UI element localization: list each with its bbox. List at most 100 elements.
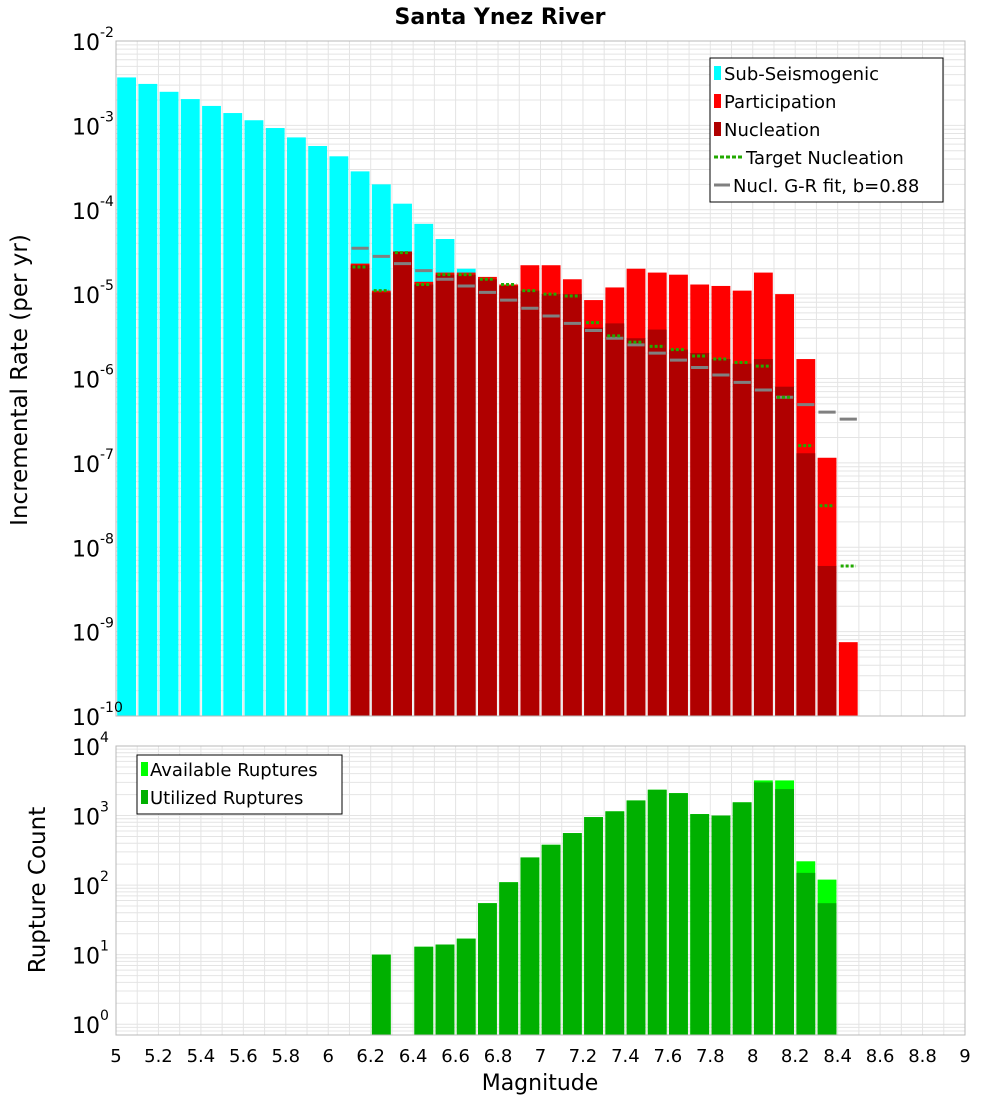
nucleation-bar — [669, 349, 688, 716]
legend-label-utilized: Utilized Ruptures — [150, 788, 303, 809]
sub-seismogenic-bar — [180, 99, 200, 716]
x-tick-label: 5.2 — [144, 1046, 173, 1067]
nucleation-bar — [690, 353, 710, 716]
nucleation-bar — [626, 338, 646, 716]
utilized-ruptures-bar — [753, 782, 773, 1035]
x-tick-label: 9 — [959, 1046, 970, 1067]
sub-seismogenic-bar — [308, 145, 328, 717]
y-tick-exponent: 0 — [100, 1008, 109, 1024]
x-tick-label: 5 — [110, 1046, 121, 1067]
y-tick-exponent: -10 — [100, 700, 123, 716]
bottom-legend-box — [136, 754, 343, 815]
top-bars — [117, 77, 858, 717]
y-tick-label: 10 — [72, 706, 100, 731]
y-tick-label: 10 — [72, 622, 100, 647]
nucleation-bar — [605, 323, 625, 716]
y-tick-exponent: 3 — [100, 800, 109, 816]
utilized-ruptures-bar — [371, 954, 391, 1035]
utilized-ruptures-bar — [690, 814, 710, 1035]
y-tick-label: 10 — [72, 115, 100, 140]
nucleation-bar — [647, 329, 667, 716]
utilized-ruptures-bar — [414, 946, 434, 1035]
utilized-ruptures-bar — [626, 800, 646, 1035]
x-tick-label: 5.4 — [187, 1046, 216, 1067]
utilized-ruptures-bar — [711, 815, 731, 1035]
sub-seismogenic-bar — [223, 113, 243, 716]
y-tick-exponent: -4 — [100, 194, 114, 210]
legend-label-sub-seismogenic: Sub-Seismogenic — [724, 64, 879, 85]
y-tick-label: 10 — [72, 806, 100, 831]
x-tick-label: 6 — [323, 1046, 334, 1067]
nucleation-bar — [562, 294, 582, 716]
utilized-ruptures-bar — [541, 844, 561, 1035]
y-tick-exponent: 2 — [100, 869, 109, 885]
y-tick-exponent: -3 — [100, 109, 114, 125]
utilized-ruptures-bar — [499, 882, 519, 1035]
x-tick-label: 8 — [747, 1046, 758, 1067]
x-ticks: 5 5.2 5.4 5.6 5.8 6 6.2 6.4 6.6 6.8 7 7.2 7.4 7.6 7.8 8… — [110, 1046, 970, 1067]
legend-swatch-available — [141, 762, 148, 776]
nucleation-bar — [393, 251, 412, 716]
utilized-ruptures-bar — [435, 944, 455, 1035]
y-tick-label: 10 — [72, 1014, 100, 1039]
nucleation-bar — [456, 274, 476, 716]
x-tick-label: 8.6 — [866, 1046, 895, 1067]
x-tick-label: 7 — [535, 1046, 546, 1067]
x-tick-label: 6.4 — [399, 1046, 428, 1067]
sub-seismogenic-bar — [159, 91, 179, 716]
x-tick-label: 6.8 — [484, 1046, 513, 1067]
nucleation-bar — [414, 284, 434, 716]
x-tick-label: 6.2 — [356, 1046, 385, 1067]
legend-label-gr-fit: Nucl. G-R fit, b=0.88 — [733, 176, 919, 197]
top-legend-box — [709, 57, 944, 203]
utilized-ruptures-bar — [669, 793, 688, 1035]
x-axis-label: Magnitude — [482, 1071, 599, 1096]
legend-label-available: Available Ruptures — [150, 760, 318, 781]
utilized-ruptures-bar — [562, 833, 582, 1035]
y-tick-label: 10 — [72, 453, 100, 478]
chart-title: Santa Ynez River — [395, 5, 606, 30]
y-tick-label: 10 — [72, 200, 100, 225]
legend-label-participation: Participation — [724, 92, 836, 113]
y-tick-exponent: 1 — [100, 939, 109, 955]
x-tick-label: 8.4 — [823, 1046, 852, 1067]
nucleation-bar — [371, 292, 391, 716]
sub-seismogenic-bar — [265, 128, 285, 717]
utilized-ruptures-bar — [647, 789, 667, 1035]
y-tick-exponent: -8 — [100, 531, 114, 547]
nucleation-bar — [775, 386, 794, 716]
sub-seismogenic-bar — [329, 156, 349, 717]
x-tick-label: 5.8 — [271, 1046, 300, 1067]
nucleation-bar — [817, 565, 837, 716]
x-tick-label: 6.6 — [441, 1046, 470, 1067]
nucleation-bar — [711, 359, 731, 716]
y-tick-exponent: -5 — [100, 278, 114, 294]
top-legend: Sub-Seismogenic Participation Nucleation… — [709, 57, 944, 203]
x-tick-label: 5.6 — [229, 1046, 258, 1067]
y-tick-label: 10 — [72, 31, 100, 56]
top-plot-frame — [115, 40, 966, 717]
bottom-y-axis-label: Rupture Count — [25, 807, 51, 973]
sub-seismogenic-bar — [287, 137, 306, 716]
nucleation-bar — [350, 265, 370, 716]
x-tick-label: 7.4 — [611, 1046, 640, 1067]
nucleation-bar — [796, 453, 816, 716]
x-tick-label: 7.8 — [696, 1046, 725, 1067]
legend-label-nucleation: Nucleation — [724, 120, 820, 141]
legend-swatch-sub-seismogenic — [714, 66, 721, 80]
sub-seismogenic-bar — [117, 77, 137, 716]
utilized-ruptures-bar — [605, 811, 625, 1035]
utilized-ruptures-bar — [584, 817, 603, 1035]
y-tick-label: 10 — [72, 875, 100, 900]
y-tick-label: 10 — [72, 537, 100, 562]
legend-swatch-participation — [714, 94, 721, 108]
sub-seismogenic-bar — [202, 105, 221, 717]
utilized-ruptures-bar — [775, 789, 794, 1035]
y-tick-exponent: -7 — [100, 447, 114, 463]
y-tick-exponent: -9 — [100, 616, 114, 632]
x-tick-label: 8.2 — [781, 1046, 810, 1067]
nucleation-bar — [520, 290, 540, 716]
utilized-ruptures-bar — [732, 802, 752, 1035]
